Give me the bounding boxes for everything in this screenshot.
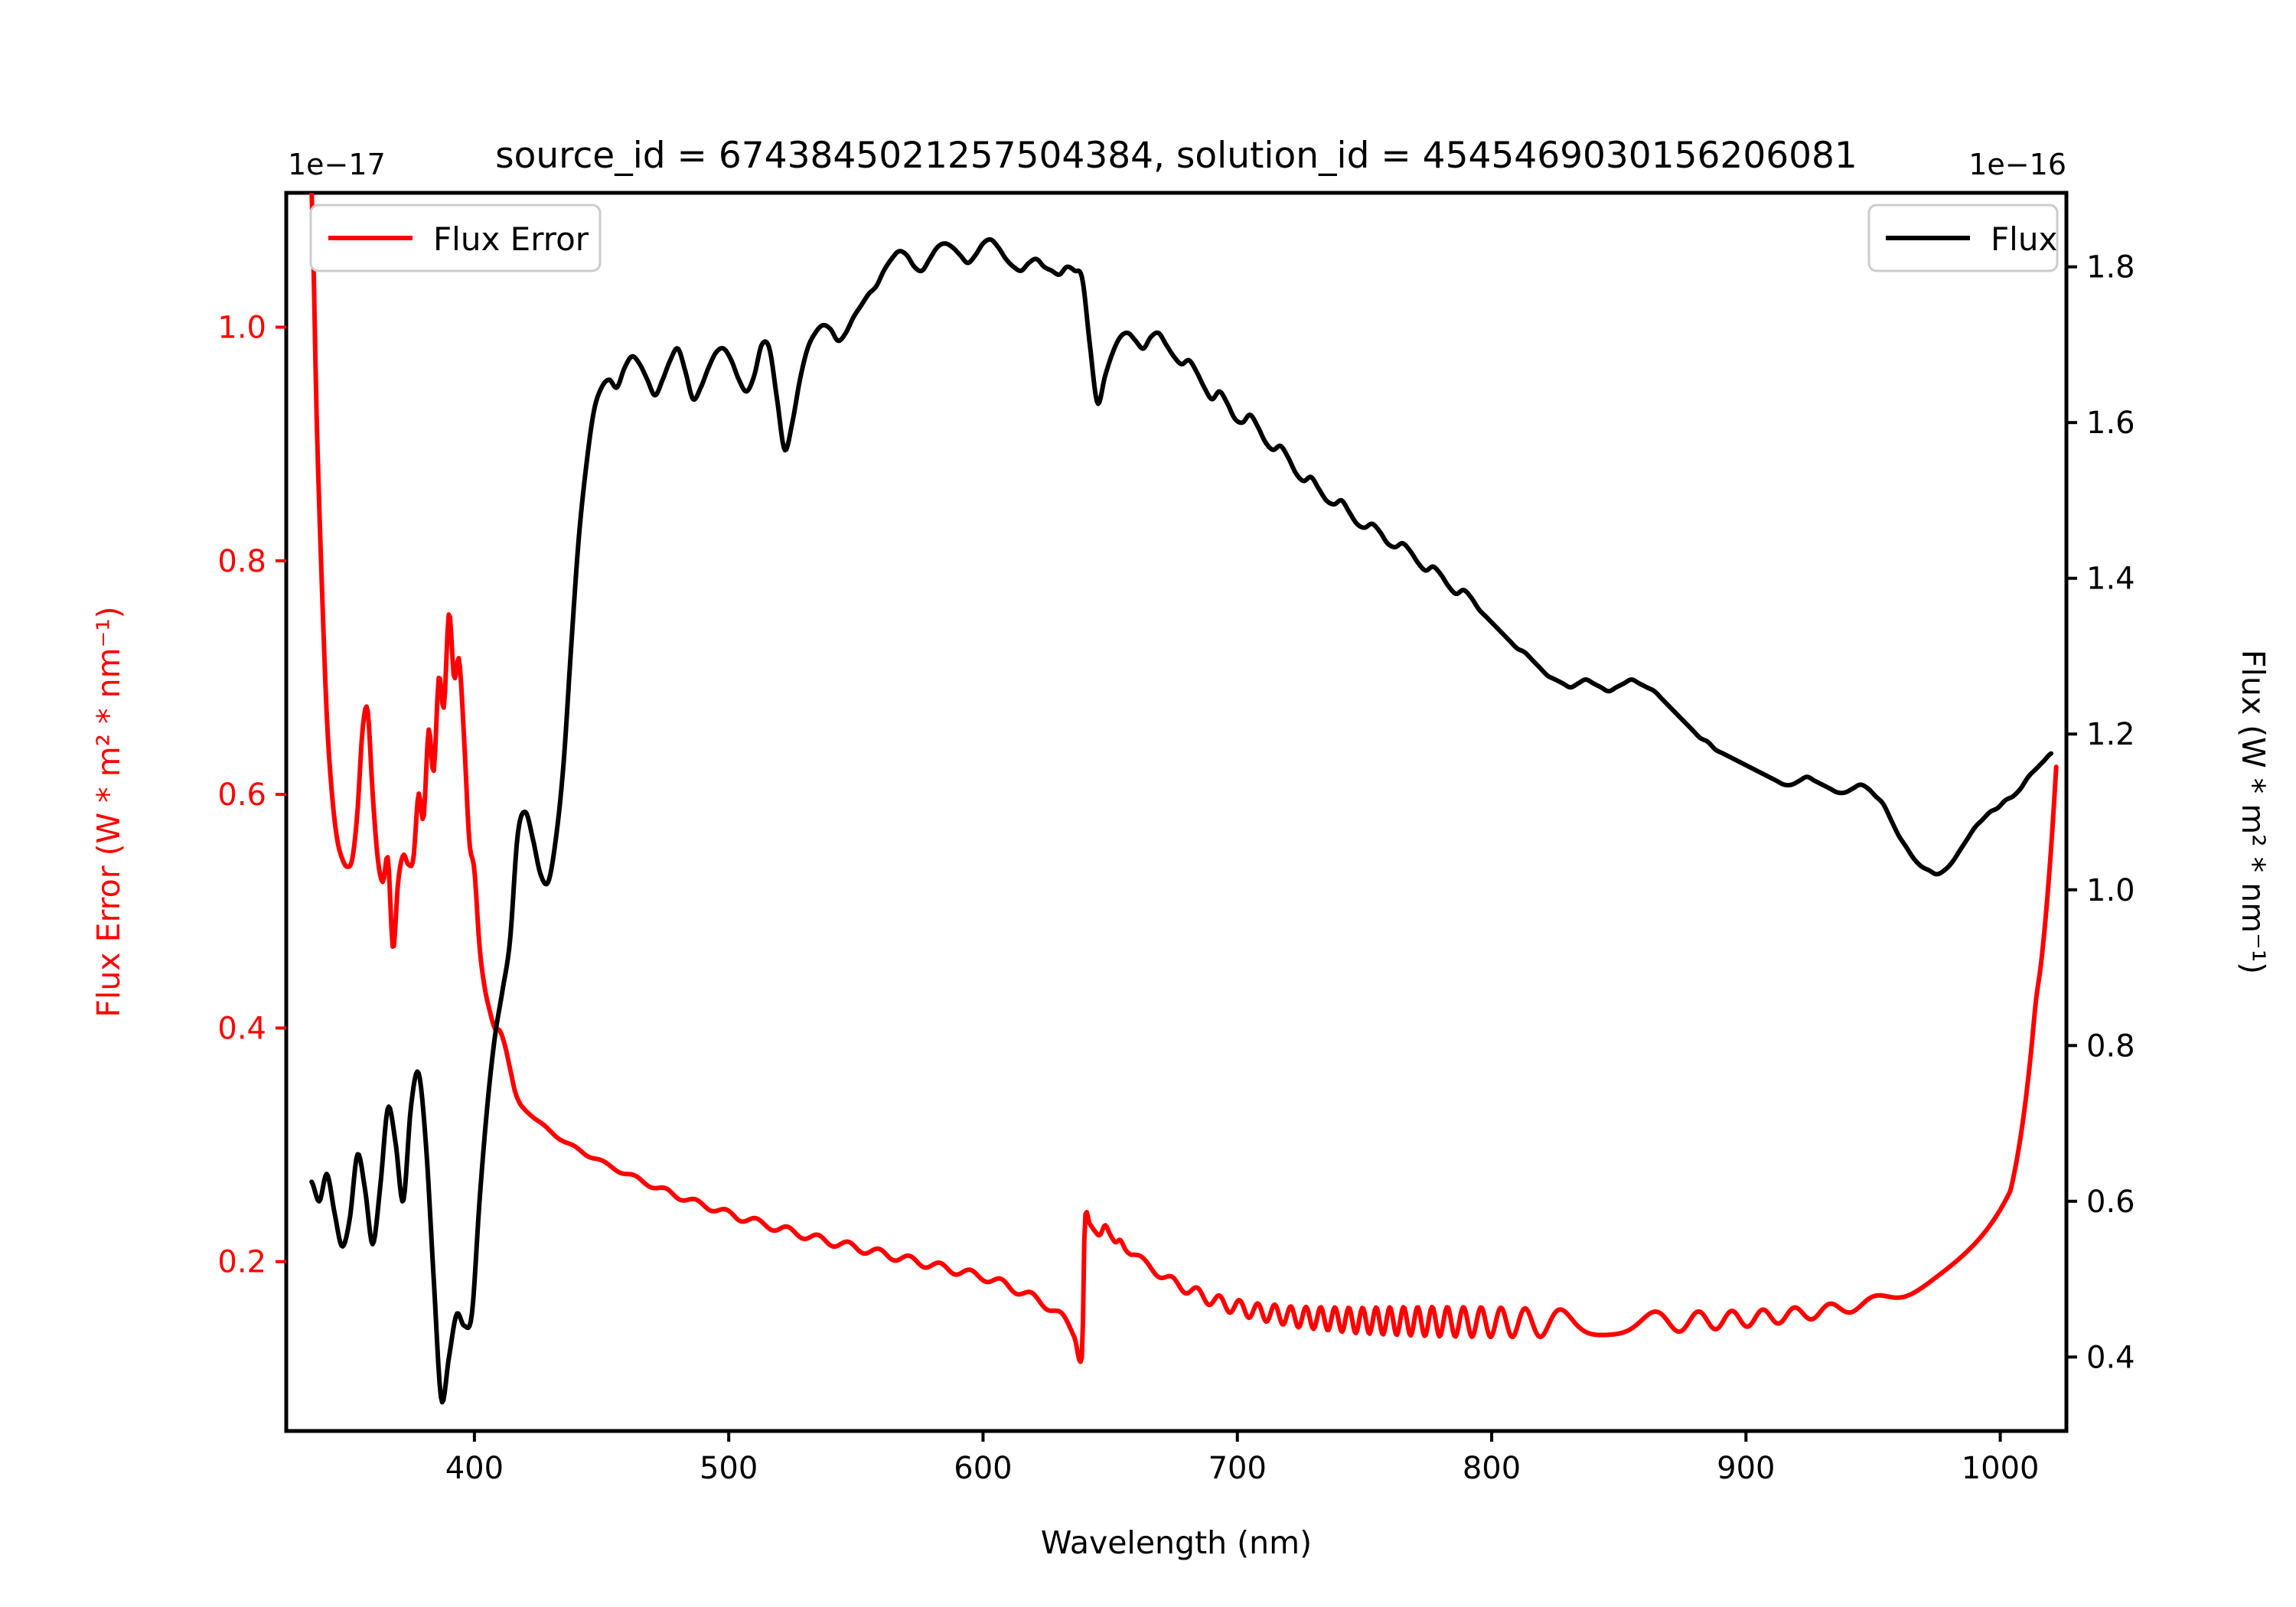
flux-error-legend[interactable]: Flux Error bbox=[309, 204, 602, 272]
data-curves bbox=[309, 193, 2059, 1405]
left-y-axis-label: Flux Error (W * m² * nm⁻¹) bbox=[90, 606, 127, 1017]
right-tick-label: 0.4 bbox=[2086, 1340, 2135, 1375]
left-tick-label: 0.6 bbox=[217, 777, 266, 813]
flux-legend-label: Flux bbox=[1991, 220, 2057, 258]
x-tick-label: 500 bbox=[700, 1451, 758, 1486]
left-tick-label: 0.8 bbox=[217, 544, 266, 579]
right-tick-label: 0.6 bbox=[2086, 1185, 2135, 1220]
x-tick-label: 600 bbox=[954, 1451, 1012, 1486]
x-axis-ticks: 400 500 600 700 800 900 1000 bbox=[445, 1431, 2040, 1486]
right-axis-offset-text: 1e−16 bbox=[1968, 148, 2066, 181]
right-tick-label: 1.6 bbox=[2086, 406, 2135, 441]
right-tick-label: 1.2 bbox=[2086, 717, 2135, 752]
x-tick-label: 900 bbox=[1717, 1451, 1775, 1486]
right-tick-label: 0.8 bbox=[2086, 1028, 2135, 1064]
left-tick-label: 1.0 bbox=[217, 311, 266, 346]
plot-title: source_id = 6743845021257504384, solutio… bbox=[495, 135, 1857, 177]
x-tick-label: 1000 bbox=[1962, 1451, 2040, 1486]
right-tick-label: 1.8 bbox=[2086, 250, 2135, 285]
x-axis-label: Wavelength (nm) bbox=[1041, 1524, 1312, 1561]
left-tick-label: 0.2 bbox=[217, 1245, 266, 1280]
right-tick-label: 1.0 bbox=[2086, 873, 2135, 908]
flux-curve bbox=[309, 236, 2054, 1405]
right-y-axis-label: Flux (W * m² * nm⁻¹) bbox=[2235, 650, 2272, 974]
left-axis-offset-text: 1e−17 bbox=[288, 148, 386, 181]
flux-error-legend-label: Flux Error bbox=[433, 220, 589, 258]
flux-legend[interactable]: Flux bbox=[1867, 204, 2059, 272]
right-axis-ticks: 0.4 0.6 0.8 1.0 1.2 1.4 1.6 1.8 bbox=[2066, 250, 2135, 1375]
right-tick-label: 1.4 bbox=[2086, 562, 2135, 597]
x-tick-label: 400 bbox=[445, 1451, 504, 1486]
left-axis-ticks: 0.2 0.4 0.6 0.8 1.0 bbox=[217, 311, 286, 1280]
axes-frame bbox=[284, 191, 2069, 1433]
x-tick-label: 700 bbox=[1208, 1451, 1267, 1486]
left-tick-label: 0.4 bbox=[217, 1011, 266, 1046]
flux-error-legend-box[interactable] bbox=[309, 204, 602, 272]
flux-error-curve bbox=[309, 193, 2059, 1364]
x-tick-label: 800 bbox=[1463, 1451, 1521, 1486]
